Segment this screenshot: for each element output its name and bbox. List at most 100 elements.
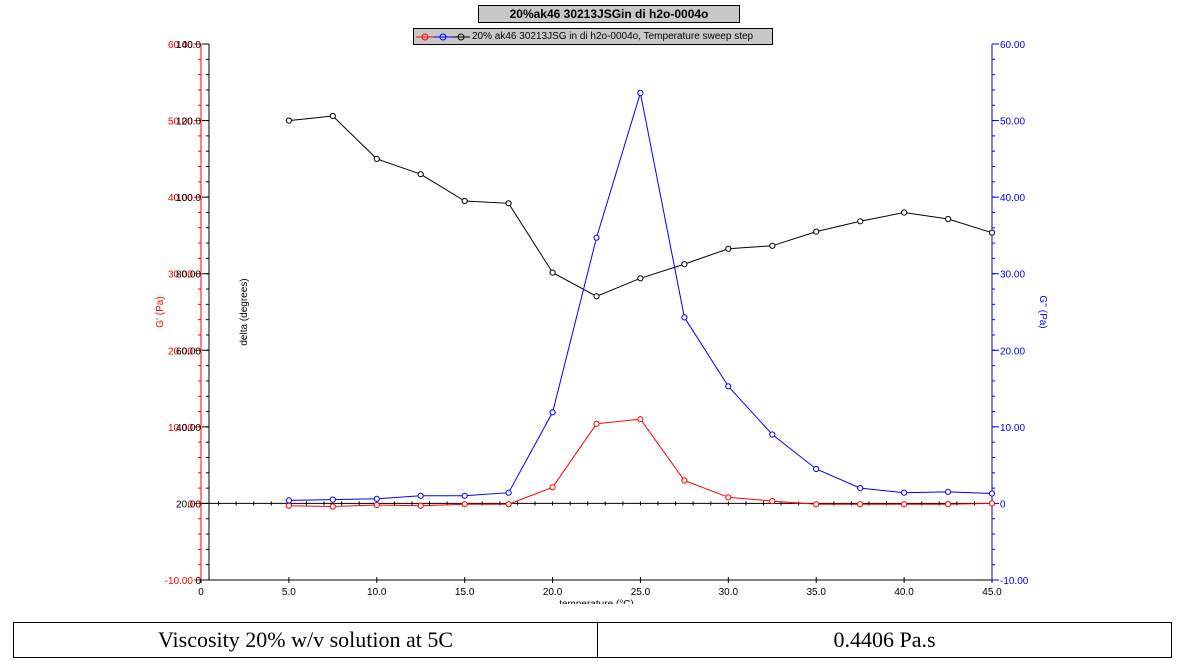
delta-tick-label: 60.00 [176,346,201,357]
chart-title: 20%ak46 30213JSGin di h2o-0004o [478,5,740,23]
x-tick-label: 10.0 [367,587,387,598]
delta-tick-label: 140.0 [176,40,201,51]
data-point-left [988,500,996,507]
data-point-left [725,494,732,501]
data-point-delta [549,269,556,276]
data-point-delta [813,228,820,235]
data-point-left [461,501,468,508]
data-point-delta [593,293,600,300]
rheology-chart: 0 5.0 10.0 15.0 20.0 25.0 30.0 35.0 40.0 45.0 temp… [155,40,1048,604]
left-tick-label: -10.00 [165,576,194,587]
data-point-delta [417,171,424,178]
data-point-delta [988,229,996,236]
data-point-right [857,485,864,492]
x-tick-label: 0 [198,587,204,598]
data-point-left [857,501,864,508]
series-line-left [288,418,993,508]
delta-tick-label: 80.00 [176,270,201,281]
data-point-left [901,501,908,508]
x-tick-label: 30.0 [719,587,739,598]
x-tick-label: 35.0 [806,587,826,598]
x-tick-label: 25.0 [631,587,651,598]
legend: 20% ak46 30213JSG in di h2o-0004o, Tempe… [413,28,773,45]
data-point-right [813,465,820,473]
data-point-delta [945,215,952,223]
data-point-right [725,383,732,390]
delta-axis-label: delta (degrees) [239,278,250,345]
data-point-left [945,501,952,508]
data-point-right [769,431,776,438]
table-row: Viscosity 20% w/v solution at 5C 0.4406 … [13,622,1172,658]
data-point-right [461,492,468,499]
legend-label: 20% ak46 30213JSG in di h2o-0004o, Tempe… [472,31,754,42]
right-tick-label: -10.00 [1000,576,1029,587]
x-axis-label: temperature (°C) [559,599,634,604]
data-point-delta [505,200,512,207]
viscosity-label-cell: Viscosity 20% w/v solution at 5C [13,622,598,658]
x-tick-label: 45.0 [982,587,1002,598]
data-point-delta [461,197,468,205]
right-tick-label: 50.00 [1000,117,1025,128]
data-point-delta [373,155,380,162]
viscosity-table: Viscosity 20% w/v solution at 5C 0.4406 … [13,622,1172,658]
x-tick-label: 20.0 [543,587,563,598]
data-point-right [901,489,908,496]
data-point-right [373,495,380,502]
data-point-delta [637,275,644,282]
left-tick-label: 40.00 [168,193,193,204]
left-tick-label: 20.00 [168,346,193,357]
data-point-left [417,502,424,509]
delta-tick-label: 100.0 [176,193,201,204]
viscosity-value-cell: 0.4406 Pa.s [597,622,1172,658]
left-tick-label: 50.00 [168,117,193,128]
data-point-delta [329,112,336,120]
data-point-left [813,501,820,508]
delta-tick-label: 120.0 [176,117,201,128]
right-axis-label: G'' (Pa) [1037,295,1048,328]
left-axis-label: G' (Pa) [155,296,166,327]
left-tick-label: 60.00 [168,40,193,51]
data-point-delta [285,117,292,124]
right-tick-label: 0 [1000,499,1006,510]
data-point-left [637,416,644,423]
data-point-left [285,502,292,509]
data-point-delta [725,245,732,252]
series-line-right [288,92,993,501]
data-point-right [329,496,336,503]
data-point-delta [857,218,864,225]
delta-tick-label: 0 [195,576,201,587]
right-tick-label: 60.00 [1000,40,1025,51]
data-point-right [593,234,600,241]
data-point-right [945,488,952,495]
series-line-delta [288,115,993,297]
delta-tick-label: 40.00 [176,423,201,434]
data-point-right [285,497,292,504]
left-tick-label: 30.00 [168,270,193,281]
data-point-left [329,503,336,510]
x-tick-label: 40.0 [894,587,914,598]
legend-swatch [416,33,470,41]
data-point-left [681,477,688,484]
data-point-right [549,409,556,416]
data-point-left [505,501,512,508]
x-tick-label: 5.0 [282,587,296,598]
x-tick-label: 15.0 [455,587,475,598]
data-point-right [681,314,688,321]
right-tick-label: 10.00 [1000,423,1025,434]
data-point-delta [901,209,908,216]
data-point-left [549,484,556,491]
data-point-right [988,490,996,497]
data-point-left [769,498,776,505]
left-tick-label: 0 [187,499,193,510]
right-tick-label: 30.00 [1000,270,1025,281]
data-point-delta [769,242,776,249]
right-tick-label: 40.00 [1000,193,1025,204]
delta-tick-label: 20.00 [176,499,201,510]
data-point-delta [681,261,688,268]
data-point-left [593,420,600,427]
left-tick-label: 10.00 [168,423,193,434]
data-point-left [373,501,380,509]
data-point-right [637,89,644,97]
data-point-right [417,492,424,499]
right-tick-label: 20.00 [1000,346,1025,357]
